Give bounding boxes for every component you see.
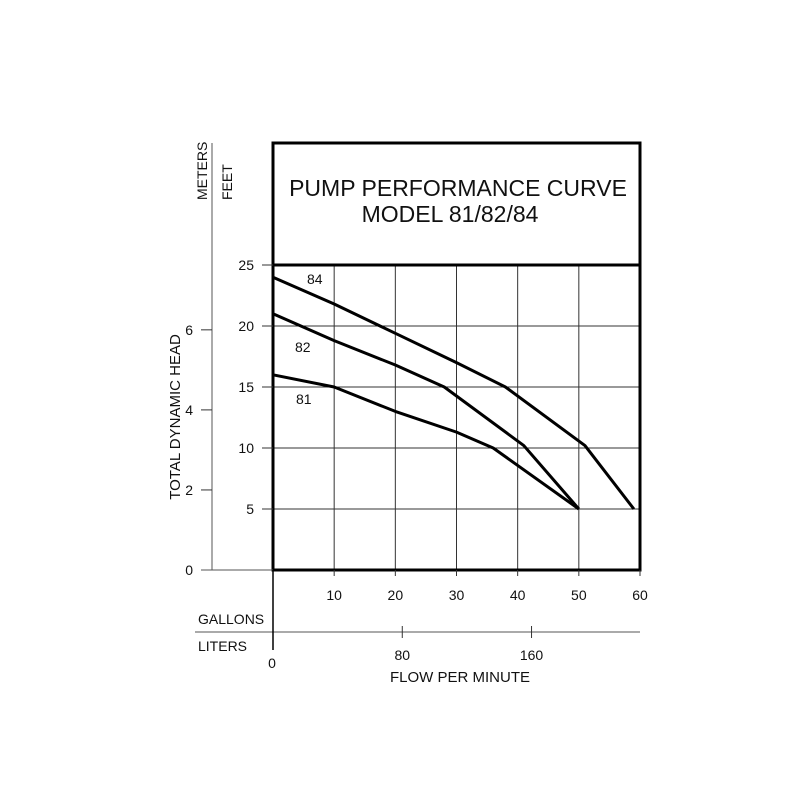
series-label-82: 82 xyxy=(295,339,311,355)
x-tick-label: 50 xyxy=(571,587,587,603)
y-tick-label: 10 xyxy=(238,440,254,456)
y-tick-label: 25 xyxy=(238,257,254,273)
x-tick-label: 30 xyxy=(449,587,465,603)
series-label-84: 84 xyxy=(307,271,323,287)
y-tick-label: 15 xyxy=(238,379,254,395)
series-label-81: 81 xyxy=(296,391,312,407)
liters-label: LITERS xyxy=(198,638,247,654)
y-axis-title: TOTAL DYNAMIC HEAD xyxy=(167,334,184,500)
chart-title: PUMP PERFORMANCE CURVE xyxy=(289,175,627,201)
series-line-82 xyxy=(272,312,580,510)
feet-axis-label: FEET xyxy=(219,164,235,200)
meters-tick-label: 6 xyxy=(185,322,193,338)
x-tick-label: 60 xyxy=(632,587,648,603)
liters-tick-label: 160 xyxy=(520,647,544,663)
meters-tick-label: 4 xyxy=(185,402,193,418)
y-tick-label: 20 xyxy=(238,318,254,334)
meters-tick-label: 0 xyxy=(185,562,193,578)
liters-tick-label: 80 xyxy=(394,647,410,663)
x-tick-label: 20 xyxy=(388,587,404,603)
y-tick-label: 5 xyxy=(246,501,254,517)
x-tick-label: 40 xyxy=(510,587,526,603)
chart-subtitle: MODEL 81/82/84 xyxy=(362,201,539,227)
grid-lines xyxy=(273,265,640,570)
meters-axis-label: METERS xyxy=(194,142,210,200)
series-line-81 xyxy=(272,373,580,511)
x-axis-title: FLOW PER MINUTE xyxy=(390,669,530,686)
x-tick-label: 10 xyxy=(326,587,342,603)
gallons-label: GALLONS xyxy=(198,611,264,627)
x-origin-label: 0 xyxy=(268,655,276,671)
series-line-84 xyxy=(272,275,636,510)
meters-tick-label: 2 xyxy=(185,482,193,498)
